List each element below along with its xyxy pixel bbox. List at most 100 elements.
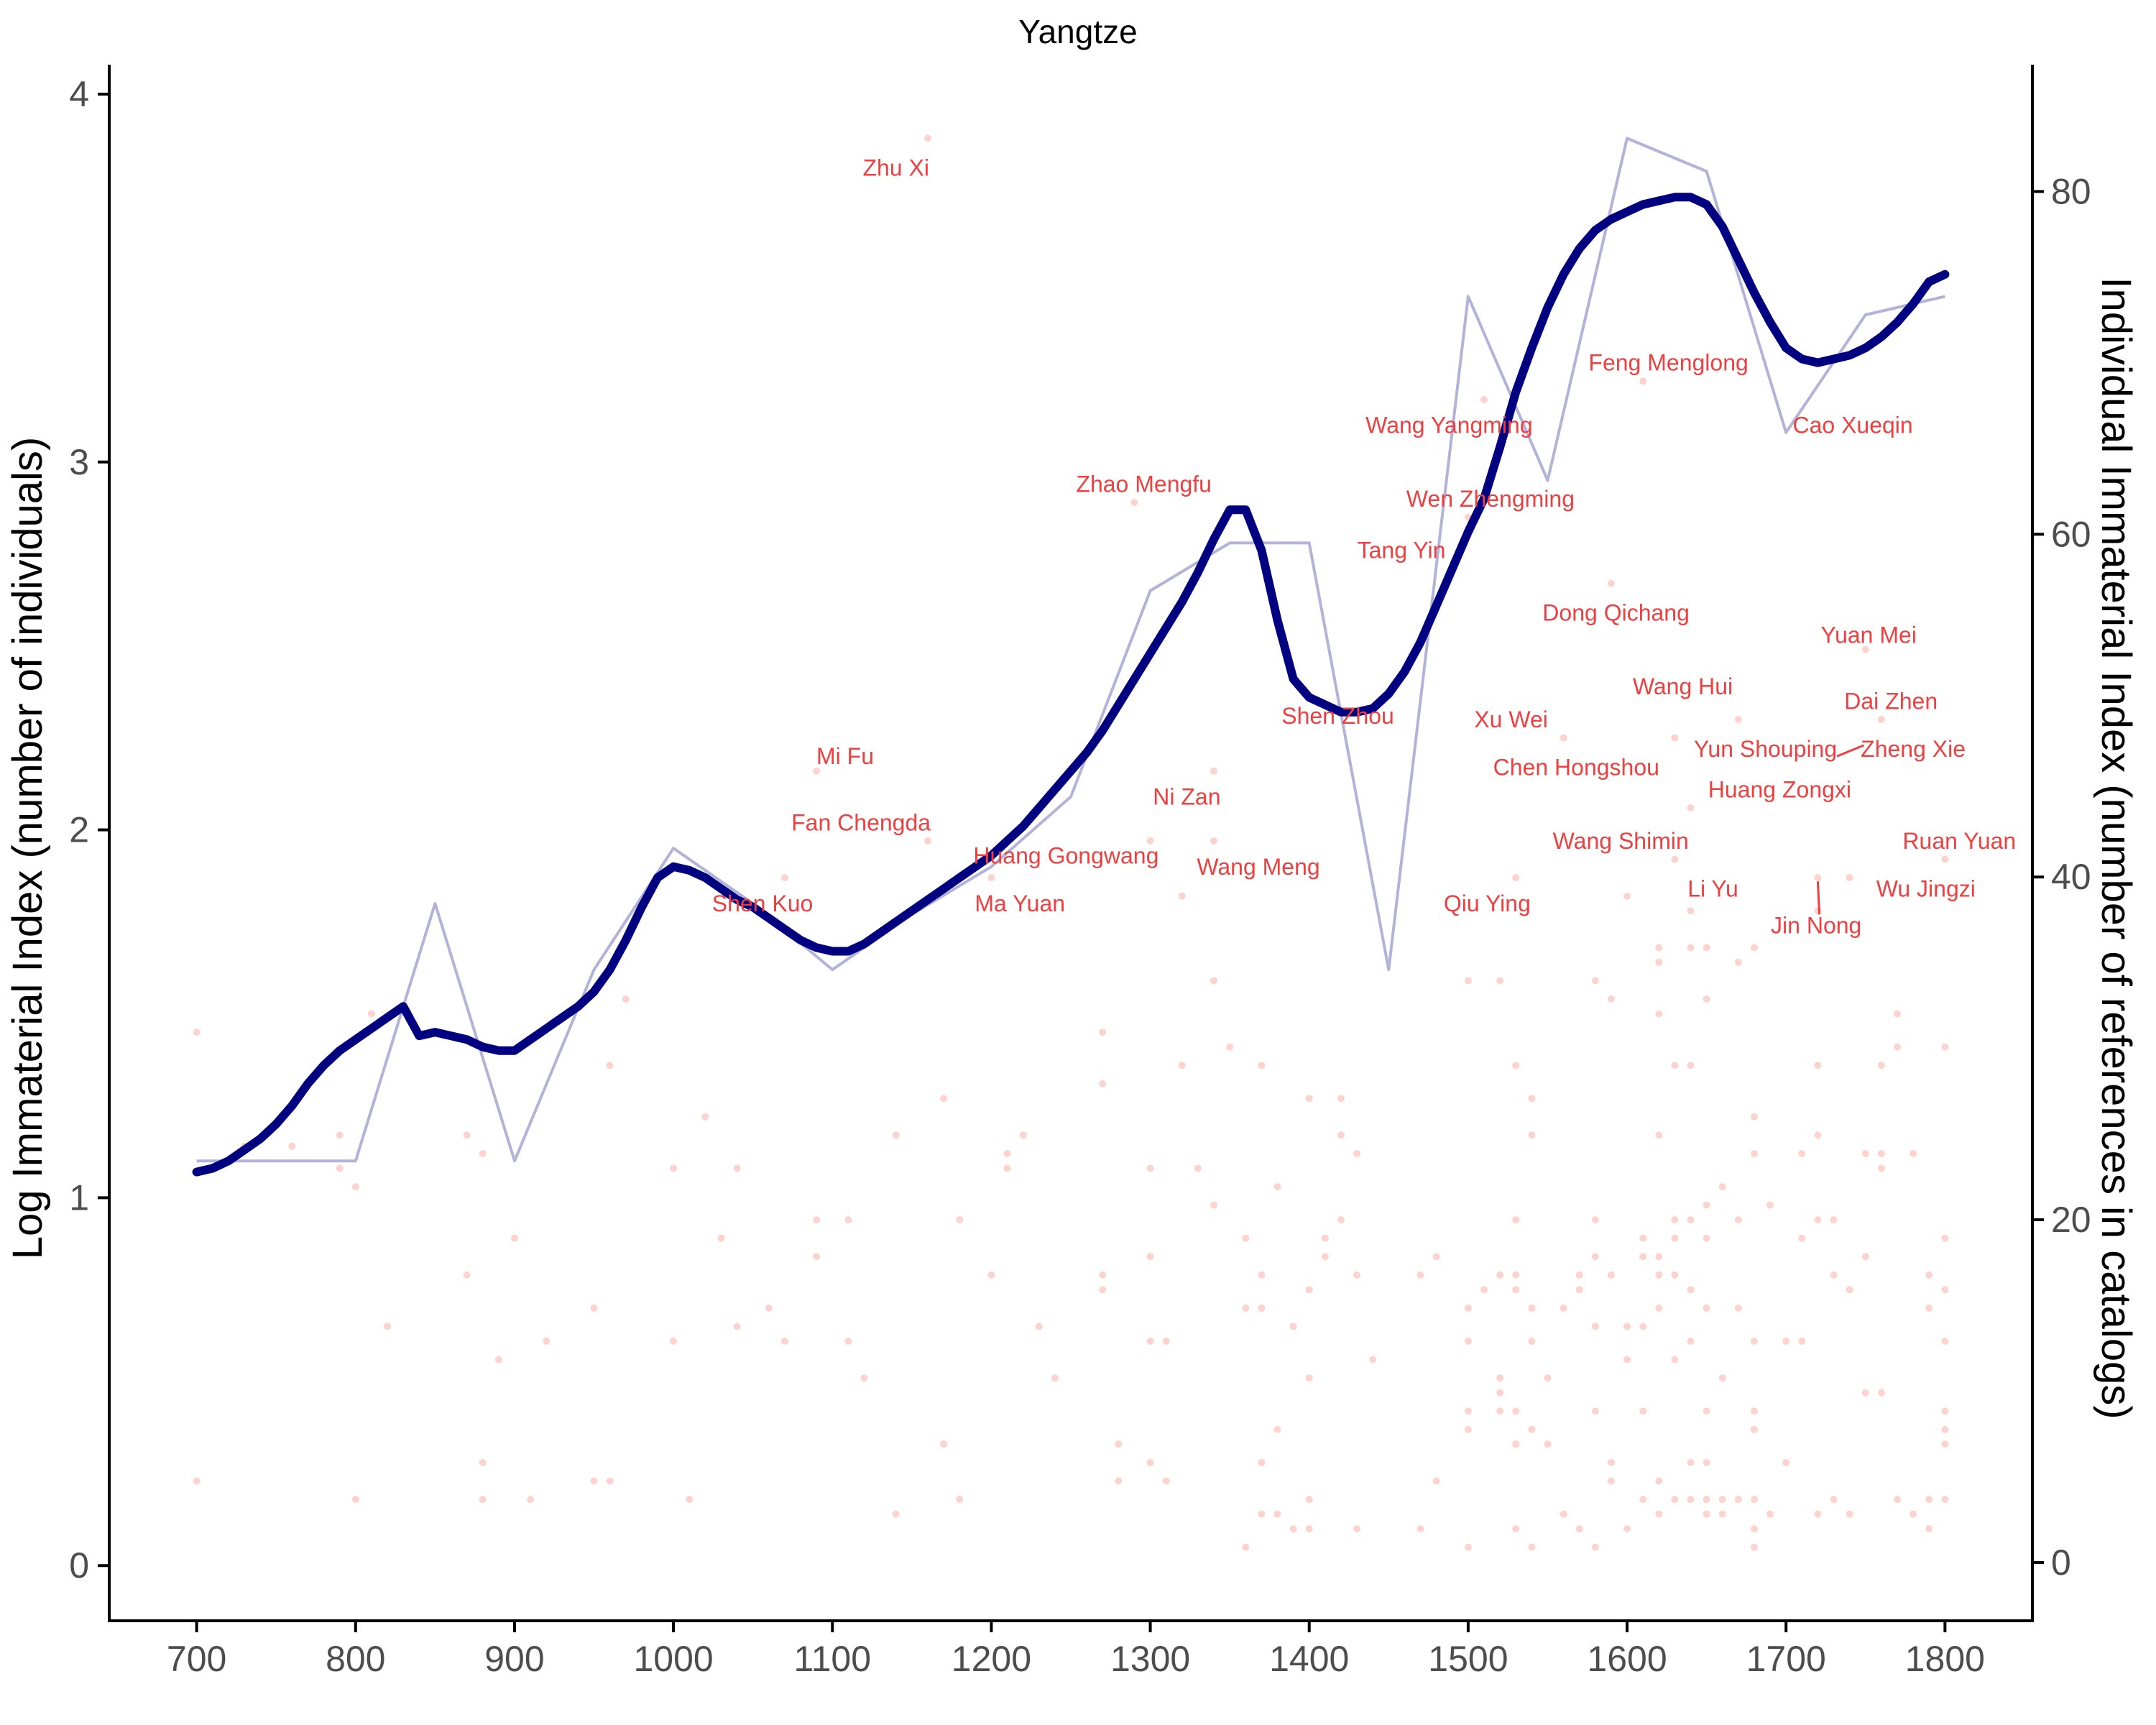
data-point <box>479 1496 487 1504</box>
data-point <box>1480 1286 1488 1294</box>
data-point <box>1623 1356 1631 1363</box>
data-point <box>1115 1477 1123 1485</box>
data-point <box>1289 1322 1297 1330</box>
data-point <box>956 1216 964 1224</box>
data-point <box>1575 1286 1583 1294</box>
data-point <box>1687 1062 1695 1070</box>
data-point <box>1639 1253 1647 1261</box>
data-point <box>1655 1253 1663 1261</box>
data-point <box>1718 1374 1726 1382</box>
data-point <box>1671 1356 1679 1363</box>
data-point <box>1512 874 1520 882</box>
data-point <box>1464 1305 1472 1312</box>
data-point <box>1464 1338 1472 1345</box>
data-point <box>1703 1234 1710 1242</box>
data-point <box>1337 1095 1345 1103</box>
data-point <box>1146 1338 1154 1345</box>
data-point <box>1258 1510 1266 1518</box>
data-point <box>1703 1496 1710 1504</box>
data-point <box>1464 977 1472 985</box>
data-point <box>1925 1525 1933 1532</box>
data-point <box>1798 1338 1806 1345</box>
label-leader-line <box>1816 881 1821 915</box>
data-point <box>892 1131 900 1139</box>
data-point <box>987 874 995 882</box>
data-point <box>463 1271 471 1279</box>
data-point <box>1575 1271 1583 1279</box>
data-point <box>813 1253 821 1261</box>
x-tick-label: 900 <box>484 1639 544 1679</box>
label-leader-line <box>1836 744 1865 758</box>
data-point <box>1766 1510 1774 1518</box>
data-point <box>1703 995 1710 1003</box>
data-point <box>1782 1458 1790 1466</box>
data-point <box>1655 1510 1663 1518</box>
data-point <box>1019 1131 1027 1139</box>
data-point <box>1099 1080 1107 1087</box>
person-label: Ni Zan <box>1153 784 1220 810</box>
data-point <box>813 1216 821 1224</box>
data-point <box>1512 1271 1520 1279</box>
data-point <box>892 1510 900 1518</box>
data-point <box>1464 1425 1472 1433</box>
data-point <box>1607 1458 1615 1466</box>
y2-axis-title: Individual Immaterial Index (number of r… <box>2093 277 2139 1419</box>
data-point <box>1639 1496 1647 1504</box>
data-point <box>1289 1525 1297 1532</box>
data-point <box>1178 892 1186 900</box>
data-point <box>1512 1216 1520 1224</box>
data-point <box>1941 1407 1949 1415</box>
data-point <box>622 995 630 1003</box>
data-point <box>1337 1216 1345 1224</box>
data-point <box>1941 1425 1949 1433</box>
data-point <box>1925 1271 1933 1279</box>
y-axis-title: Log Immaterial Index (number of individu… <box>4 437 51 1259</box>
person-label: Shen Zhou <box>1281 703 1394 729</box>
data-point <box>1687 804 1695 811</box>
data-point <box>1639 1234 1647 1242</box>
data-point <box>780 874 788 882</box>
labels-layer: Zhu Xi Feng Menglong Cao Xueqin Wang Yangmi… <box>712 155 2016 938</box>
raw-line-layer <box>196 137 1945 1163</box>
data-point <box>1512 1062 1520 1070</box>
data-point <box>288 1142 296 1150</box>
data-point <box>1877 716 1885 723</box>
data-point <box>924 837 931 845</box>
data-point <box>1751 1496 1758 1504</box>
data-point <box>1655 1477 1663 1485</box>
data-point <box>1146 837 1154 845</box>
data-point <box>527 1496 535 1504</box>
data-point <box>1718 1183 1726 1191</box>
person-label: Huang Zongxi <box>1708 776 1851 802</box>
data-point <box>1639 377 1647 385</box>
data-point <box>193 1029 201 1036</box>
data-point <box>1718 1510 1726 1518</box>
data-point <box>1464 1407 1472 1415</box>
smoothed-index-line <box>192 193 1950 1177</box>
data-point <box>1607 1477 1615 1485</box>
person-label: Tang Yin <box>1358 538 1446 564</box>
data-point <box>479 1150 487 1157</box>
data-point <box>351 1183 359 1191</box>
data-point <box>1242 1305 1250 1312</box>
data-point <box>1099 1271 1107 1279</box>
person-label: Dong Qichang <box>1542 600 1690 626</box>
y2-tick-label: 60 <box>2051 514 2091 554</box>
data-point <box>1003 1150 1011 1157</box>
person-label: Wang Hui <box>1633 673 1733 699</box>
data-point <box>1591 1407 1599 1415</box>
person-label: Wang Yangming <box>1365 413 1532 438</box>
data-point <box>1782 1338 1790 1345</box>
data-point <box>1305 1286 1313 1294</box>
data-point <box>543 1338 550 1345</box>
data-point <box>463 1131 471 1139</box>
data-point <box>1846 1286 1853 1294</box>
data-point <box>733 1322 741 1330</box>
data-point <box>1639 1322 1647 1330</box>
person-label: Yun Shouping <box>1694 736 1837 762</box>
data-point <box>1496 1389 1504 1397</box>
data-point <box>1751 944 1758 952</box>
data-point <box>1528 1425 1536 1433</box>
data-point <box>1432 1477 1440 1485</box>
data-point <box>1512 1407 1520 1415</box>
